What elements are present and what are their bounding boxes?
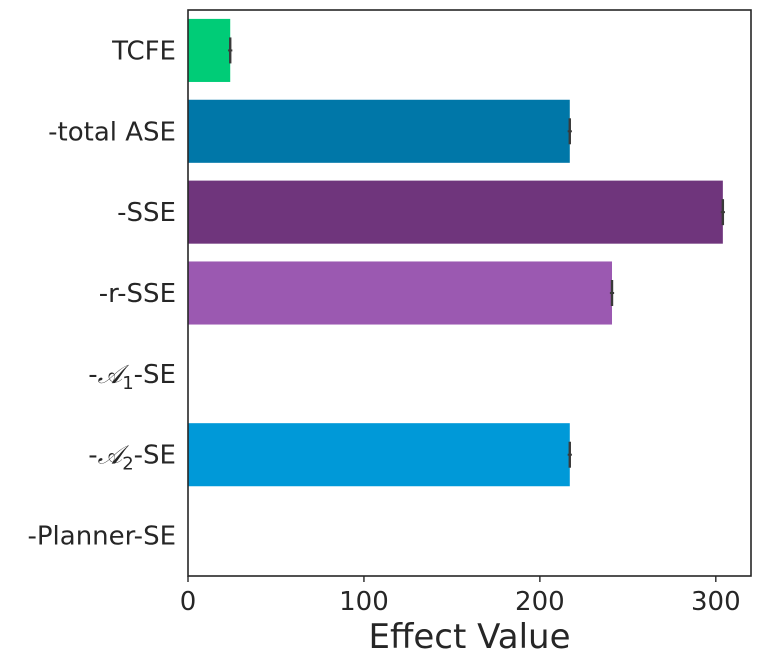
category-label-5: -𝒜2-SE bbox=[88, 441, 176, 475]
bars-layer bbox=[188, 18, 723, 487]
category-label-part: TCFE bbox=[111, 36, 176, 66]
category-label-2: -SSE bbox=[117, 198, 176, 228]
category-label-6: -Planner-SE bbox=[27, 522, 176, 552]
bar-1 bbox=[188, 99, 570, 163]
category-label-1: -total ASE bbox=[48, 117, 176, 147]
x-tick-label-2: 200 bbox=[515, 587, 565, 617]
category-label-part: -SE bbox=[134, 360, 176, 390]
bar-0 bbox=[188, 18, 231, 82]
x-tick-label-0: 0 bbox=[180, 587, 197, 617]
category-label-part: -Planner-SE bbox=[27, 522, 176, 552]
category-label-part: 1 bbox=[122, 373, 133, 394]
bar-5 bbox=[188, 423, 570, 487]
x-tick-label-3: 300 bbox=[691, 587, 741, 617]
x-tick-label-1: 100 bbox=[339, 587, 389, 617]
category-label-part: -total ASE bbox=[48, 117, 176, 147]
x-axis-title: Effect Value bbox=[368, 617, 570, 657]
category-label-0: TCFE bbox=[111, 36, 176, 66]
category-label-part: -r-SSE bbox=[99, 279, 176, 309]
bar-2 bbox=[188, 180, 723, 244]
category-label-4: -𝒜1-SE bbox=[88, 360, 176, 394]
y-axis-category-labels: TCFE-total ASE-SSE-r-SSE-𝒜1-SE-𝒜2-SE-Pla… bbox=[27, 36, 176, 551]
category-label-part: -SE bbox=[134, 441, 176, 471]
error-bars-layer bbox=[228, 37, 725, 468]
plot-frame bbox=[187, 9, 752, 577]
x-axis-ticks: 0 100 200 300 bbox=[180, 576, 741, 617]
category-label-3: -r-SSE bbox=[99, 279, 176, 309]
category-label-part: 2 bbox=[122, 454, 133, 475]
category-label-part: -SSE bbox=[117, 198, 176, 228]
category-label-part: - bbox=[88, 360, 97, 390]
category-label-part: - bbox=[88, 441, 97, 471]
bar-3 bbox=[188, 261, 613, 325]
